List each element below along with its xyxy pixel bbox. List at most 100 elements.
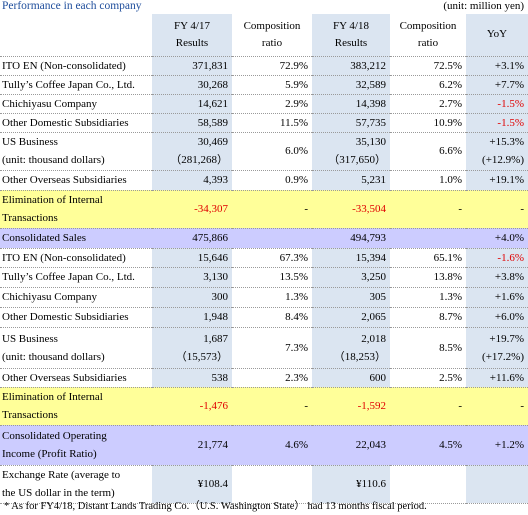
value-text: 57,735 bbox=[355, 116, 386, 129]
value-cell: +3.8% bbox=[466, 267, 528, 288]
value-cell: 305 bbox=[312, 287, 390, 308]
table-row: Tully’s Coffee Japan Co., Ltd. 30,268 5.9%… bbox=[0, 75, 528, 95]
value-text: 72.9% bbox=[279, 59, 308, 72]
value-cell: 72.9% bbox=[232, 56, 312, 76]
label-text: Elimination of Internal bbox=[2, 391, 103, 403]
value-text: 21,774 bbox=[197, 439, 228, 451]
value-text: 13.8% bbox=[433, 271, 462, 283]
table-row: Elimination of Internal Transactions -1,47… bbox=[0, 387, 528, 426]
label-text: Chichiyasu Company bbox=[2, 291, 98, 303]
value-text: - bbox=[458, 400, 462, 412]
value-cell: +19.7% (+17.2%) bbox=[466, 327, 528, 369]
value-cell: 13.8% bbox=[390, 267, 466, 288]
value-cell: 72.5% bbox=[390, 56, 466, 76]
value-text: 35,130 bbox=[355, 136, 386, 148]
value-text: 8.4% bbox=[285, 311, 308, 323]
value-cell: 14,621 bbox=[152, 94, 232, 114]
value-cell: 0.9% bbox=[232, 170, 312, 191]
value-text: -33,504 bbox=[352, 203, 386, 215]
value-cell: -1.6% bbox=[466, 248, 528, 268]
label-text: Other Overseas Subsidiaries bbox=[2, 174, 127, 186]
value-text: 15,394 bbox=[355, 251, 386, 264]
table-row: Exchange Rate (average to the US dollar i… bbox=[0, 465, 528, 504]
value-text: 300 bbox=[211, 291, 229, 303]
label-text: (unit: thousand dollars) bbox=[2, 350, 105, 363]
value-text: +1.6% bbox=[494, 291, 524, 303]
value-cell: -1.5% bbox=[466, 94, 528, 114]
value-cell: 13.5% bbox=[232, 267, 312, 288]
value-text: 2,018 bbox=[361, 332, 386, 345]
value-text: -1,592 bbox=[357, 400, 386, 412]
value-text: （317,650） bbox=[328, 154, 386, 166]
value-cell: - bbox=[232, 190, 312, 229]
label-text: Other Domestic Subsidiaries bbox=[2, 311, 129, 323]
label-text: Transactions bbox=[2, 409, 58, 421]
value-text: 22,043 bbox=[355, 439, 386, 451]
row-label: Other Overseas Subsidiaries bbox=[0, 368, 152, 388]
value-cell: 30,268 bbox=[152, 75, 232, 95]
value-cell: 8.4% bbox=[232, 307, 312, 328]
value-text: 30,268 bbox=[197, 78, 228, 91]
value-cell: 6.2% bbox=[390, 75, 466, 95]
label-text: Other Domestic Subsidiaries bbox=[2, 116, 129, 129]
value-text: 6.2% bbox=[439, 78, 462, 91]
table-row: Elimination of Internal Transactions -34,3… bbox=[0, 190, 528, 229]
value-text: 15,646 bbox=[197, 251, 228, 264]
title: Performance in each company bbox=[2, 0, 142, 12]
table-row: ITO EN (Non-consolidated) 371,831 72.9% 383… bbox=[0, 56, 528, 76]
value-cell: 11.5% bbox=[232, 113, 312, 133]
row-label: Other Domestic Subsidiaries bbox=[0, 307, 152, 328]
label-text: Other Overseas Subsidiaries bbox=[2, 371, 127, 384]
label-text: ITO EN (Non-consolidated) bbox=[2, 59, 126, 72]
value-text: ¥108.4 bbox=[197, 478, 228, 490]
value-cell: 65.1% bbox=[390, 248, 466, 268]
value-text: 1.0% bbox=[439, 174, 462, 186]
value-text: - bbox=[520, 203, 524, 215]
value-text: (+12.9%) bbox=[482, 154, 524, 166]
value-text: 65.1% bbox=[433, 251, 462, 264]
value-cell: 2.7% bbox=[390, 94, 466, 114]
value-text: 7.3% bbox=[285, 341, 308, 354]
table-row: Tully’s Coffee Japan Co., Ltd. 3,130 13.5%… bbox=[0, 267, 528, 288]
header-text: FY 4/17 bbox=[174, 19, 210, 32]
value-text: （281,268） bbox=[170, 154, 228, 166]
label-text: US Business bbox=[2, 332, 58, 345]
value-cell: +3.1% bbox=[466, 56, 528, 76]
value-text: +7.7% bbox=[494, 78, 524, 91]
value-cell: 4,393 bbox=[152, 170, 232, 191]
value-cell: 21,774 bbox=[152, 425, 232, 466]
row-label: Elimination of Internal Transactions bbox=[0, 387, 152, 426]
row-label: Tully’s Coffee Japan Co., Ltd. bbox=[0, 75, 152, 95]
value-text: 2.3% bbox=[285, 371, 308, 384]
value-cell: - bbox=[390, 387, 466, 426]
value-cell: 4.6% bbox=[232, 425, 312, 466]
value-cell: 300 bbox=[152, 287, 232, 308]
table-row: Consolidated Operating Income (Profit Rat… bbox=[0, 425, 528, 466]
value-text: 67.3% bbox=[279, 251, 308, 264]
value-cell: 15,394 bbox=[312, 248, 390, 268]
row-label: Other Domestic Subsidiaries bbox=[0, 113, 152, 133]
value-cell: ¥108.4 bbox=[152, 465, 232, 504]
value-cell: +7.7% bbox=[466, 75, 528, 95]
value-text: 32,589 bbox=[355, 78, 386, 91]
value-text: 371,831 bbox=[192, 59, 228, 72]
row-label: Elimination of Internal Transactions bbox=[0, 190, 152, 229]
header-text: ratio bbox=[417, 36, 439, 49]
value-text: 11.5% bbox=[279, 116, 308, 129]
value-text: 383,212 bbox=[350, 59, 386, 72]
value-cell bbox=[232, 465, 312, 504]
header-cell: FY 4/18 Results bbox=[312, 14, 390, 57]
value-cell: 1.3% bbox=[232, 287, 312, 308]
value-text: - bbox=[304, 203, 308, 215]
value-cell bbox=[390, 465, 466, 504]
table-row: Other Domestic Subsidiaries 1,948 8.4% 2,06… bbox=[0, 307, 528, 328]
header-text: Composition bbox=[243, 19, 301, 32]
value-text: 58,589 bbox=[197, 116, 228, 129]
label-text: Consolidated Operating bbox=[2, 430, 107, 442]
value-cell: +1.2% bbox=[466, 425, 528, 466]
label-text: the US dollar in the term) bbox=[2, 487, 115, 499]
table-row: Other Overseas Subsidiaries 538 2.3% 600 2.5… bbox=[0, 368, 528, 388]
table-row: Other Overseas Subsidiaries 4,393 0.9% 5,23… bbox=[0, 170, 528, 191]
value-cell: -1,592 bbox=[312, 387, 390, 426]
value-cell: 32,589 bbox=[312, 75, 390, 95]
